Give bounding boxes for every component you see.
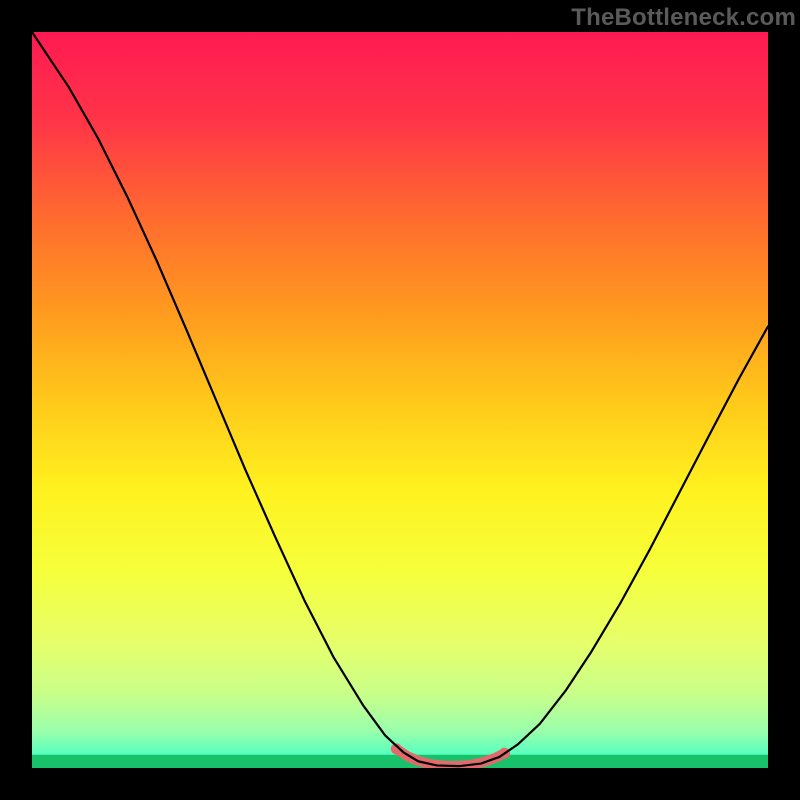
bottleneck-curve (32, 32, 768, 766)
curve-layer (32, 32, 768, 768)
chart-frame: TheBottleneck.com (0, 0, 800, 800)
watermark-text: TheBottleneck.com (571, 4, 796, 32)
plot-area (32, 32, 768, 768)
